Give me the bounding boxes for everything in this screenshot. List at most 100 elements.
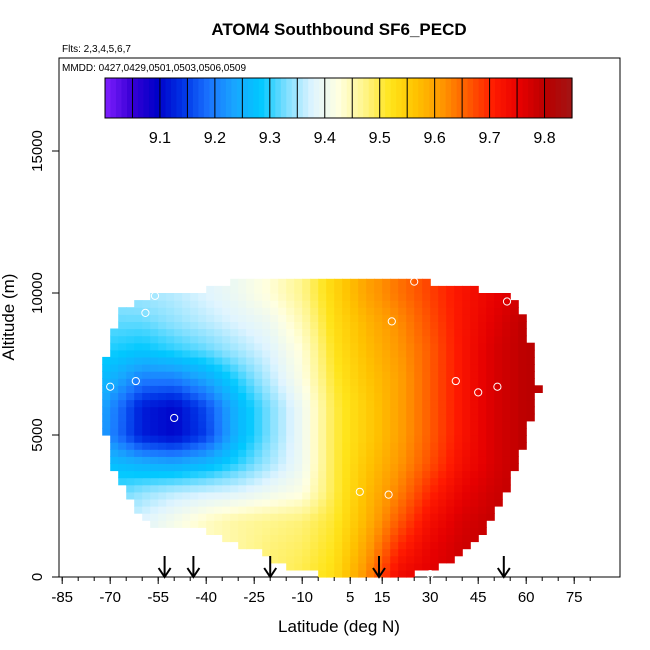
heatmap-cell [478, 385, 487, 393]
heatmap-cell [230, 392, 239, 401]
heatmap-cell [374, 491, 383, 500]
heatmap-cell [222, 314, 231, 322]
heatmap-cell [222, 449, 231, 457]
heatmap-cell [142, 442, 151, 450]
heatmap-cell [286, 378, 295, 386]
heatmap-cell [358, 378, 367, 386]
heatmap-cell [318, 456, 327, 464]
heatmap-cell [414, 349, 423, 358]
heatmap-cell [342, 569, 351, 578]
heatmap-cell [206, 427, 215, 436]
heatmap-cell [142, 420, 151, 429]
y-tick-label: 0 [29, 573, 46, 581]
heatmap-cell [182, 470, 191, 479]
heatmap-cell [254, 520, 263, 528]
heatmap-cell [302, 371, 311, 379]
heatmap-cell [230, 413, 239, 422]
heatmap-cell [118, 314, 127, 322]
heatmap-cell [238, 491, 247, 500]
heatmap-cell [150, 477, 159, 486]
heatmap-cell [230, 513, 239, 521]
heatmap-cell [446, 534, 455, 543]
heatmap-cell [454, 541, 463, 550]
heatmap-cell [494, 328, 503, 337]
colorbar-swatch [550, 78, 557, 118]
heatmap-cell [470, 484, 479, 493]
heatmap-cell [374, 413, 383, 422]
heatmap-cell [150, 413, 159, 422]
heatmap-cell [494, 477, 503, 486]
heatmap-cell [270, 555, 279, 564]
heatmap-cell [302, 442, 311, 450]
heatmap-cell [158, 470, 167, 479]
heatmap-cell [326, 456, 335, 464]
heatmap-cell [350, 349, 359, 358]
heatmap-cell [318, 449, 327, 457]
heatmap-cell [310, 527, 319, 535]
heatmap-cell [278, 285, 287, 294]
heatmap-cell [374, 307, 383, 315]
heatmap-cell [462, 420, 471, 429]
heatmap-cell [182, 342, 191, 351]
heatmap-cell [382, 449, 391, 457]
heatmap-cell [446, 293, 455, 301]
heatmap-cell [118, 413, 127, 422]
heatmap-cell [286, 562, 295, 571]
heatmap-cell [182, 385, 191, 393]
heatmap-cell [382, 527, 391, 535]
heatmap-cell [254, 285, 263, 294]
heatmap-cell [238, 293, 247, 301]
heatmap-cell [398, 300, 407, 308]
heatmap-cell [246, 520, 255, 528]
heatmap-cell [406, 349, 415, 358]
heatmap-cell [222, 364, 231, 372]
heatmap-cell [134, 456, 143, 464]
heatmap-cell [502, 378, 511, 386]
heatmap-cell [182, 506, 191, 514]
heatmap-cell [406, 406, 415, 415]
heatmap-cell [206, 385, 215, 393]
heatmap-cell [350, 463, 359, 472]
heatmap-cell [446, 506, 455, 514]
heatmap-cell [422, 378, 431, 386]
flight-arrow [372, 556, 386, 579]
heatmap-cell [278, 399, 287, 408]
heatmap-cell [454, 356, 463, 365]
colorbar-swatch [555, 78, 562, 118]
heatmap-cell [342, 449, 351, 457]
heatmap-cell [510, 427, 519, 436]
heatmap-cell [142, 328, 151, 337]
heatmap [102, 278, 543, 578]
heatmap-cell [446, 520, 455, 528]
heatmap-cell [302, 463, 311, 472]
heatmap-cell [118, 427, 127, 436]
heatmap-cell [518, 314, 527, 322]
heatmap-cell [166, 328, 175, 337]
heatmap-cell [462, 371, 471, 379]
heatmap-cell [446, 314, 455, 322]
heatmap-cell [478, 378, 487, 386]
heatmap-cell [454, 285, 463, 294]
heatmap-cell [358, 477, 367, 486]
heatmap-cell [262, 484, 271, 493]
heatmap-cell [270, 328, 279, 337]
heatmap-cell [222, 527, 231, 535]
heatmap-cell [470, 477, 479, 486]
heatmap-cell [358, 427, 367, 436]
heatmap-cell [462, 534, 471, 543]
heatmap-cell [398, 555, 407, 564]
heatmap-cell [310, 442, 319, 450]
heatmap-cell [118, 385, 127, 393]
heatmap-cell [102, 399, 111, 408]
heatmap-cell [110, 427, 119, 436]
heatmap-cell [158, 442, 167, 450]
heatmap-cell [422, 307, 431, 315]
heatmap-cell [246, 314, 255, 322]
heatmap-cell [470, 285, 479, 294]
heatmap-cell [414, 413, 423, 422]
heatmap-cell [214, 498, 223, 507]
heatmap-cell [334, 555, 343, 564]
heatmap-cell [342, 349, 351, 358]
heatmap-cell [438, 293, 447, 301]
heatmap-cell [350, 300, 359, 308]
